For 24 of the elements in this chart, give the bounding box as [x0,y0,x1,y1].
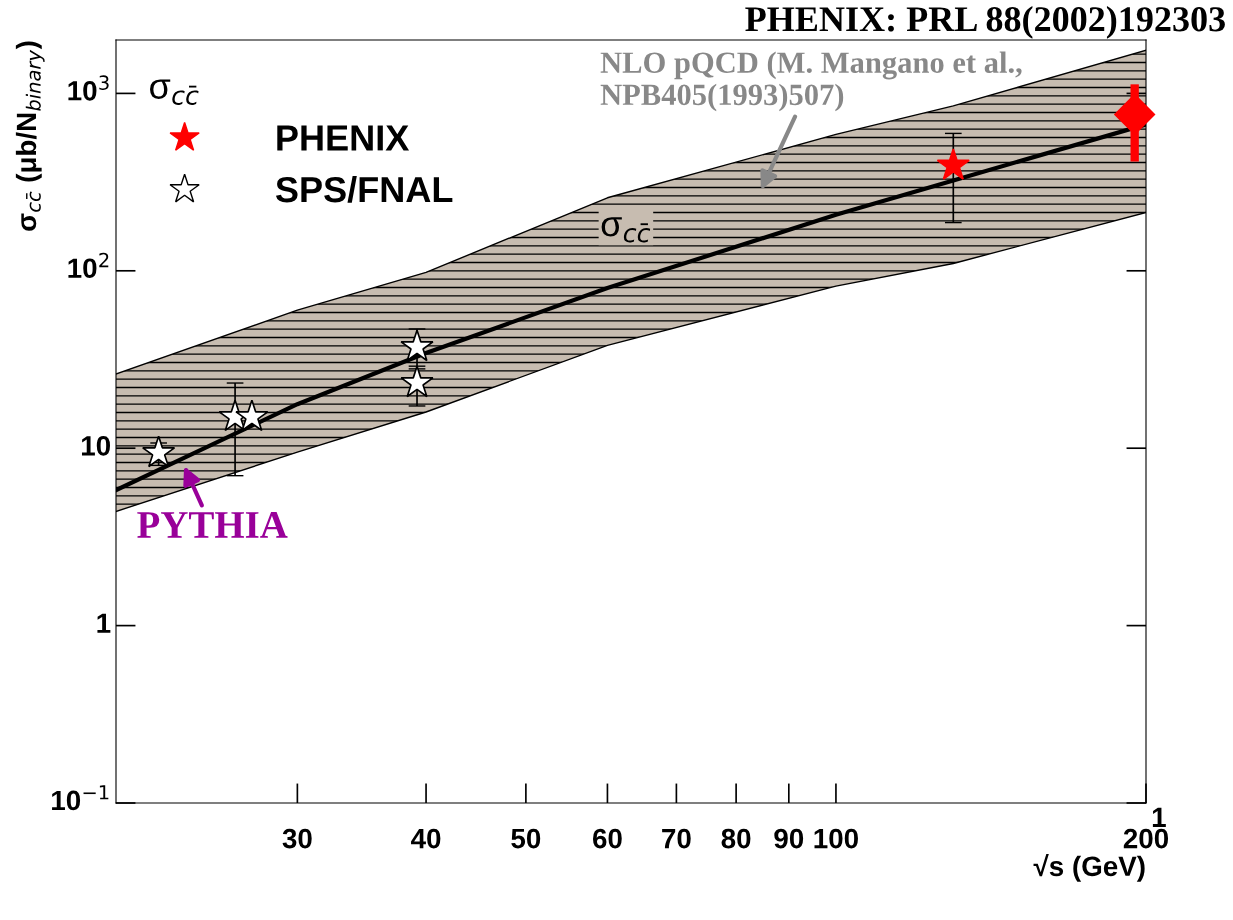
chart-title: PHENIX: PRL 88(2002)192303 [745,6,1225,39]
x-tick-label: 40 [411,828,441,849]
y-tick-label: 10 [81,435,110,456]
x-tick-label: 200 [1123,828,1169,849]
x-tick-label: 50 [511,828,541,849]
y-tick-label: 10$^{2}$ [68,252,109,279]
x-tick-label: 30 [282,828,312,849]
annotation: NLO pQCD (M. Mangano et al., NPB405(1993)507) [600,51,1022,112]
legend-label: PHENIX [277,125,410,151]
y-tick-label: 10$^{−1}$ [52,785,109,811]
x-tick-label: 100 [814,828,858,849]
x-axis-title: √s (GeV) [1033,853,1145,882]
annotation: σ$_{cc̄}$ [601,217,651,243]
x-tick-label: 90 [774,828,804,849]
legend-title: σ$_{cc̄}$ [150,79,199,105]
x-tick-label: 80 [721,828,751,849]
annotation: PYTHIA [137,512,288,538]
x-tick-label: 70 [662,828,691,849]
text: 1 [1152,807,1166,827]
y-tick-label: 10$^{3}$ [68,75,109,101]
y-axis-title: σ$_{cc̄}$ (μb/N$_{binary}$) [15,41,45,231]
x-tick-label: 60 [593,828,622,849]
y-tick-label: 1 [97,613,111,633]
legend-label: SPS/FNAL [275,175,453,203]
